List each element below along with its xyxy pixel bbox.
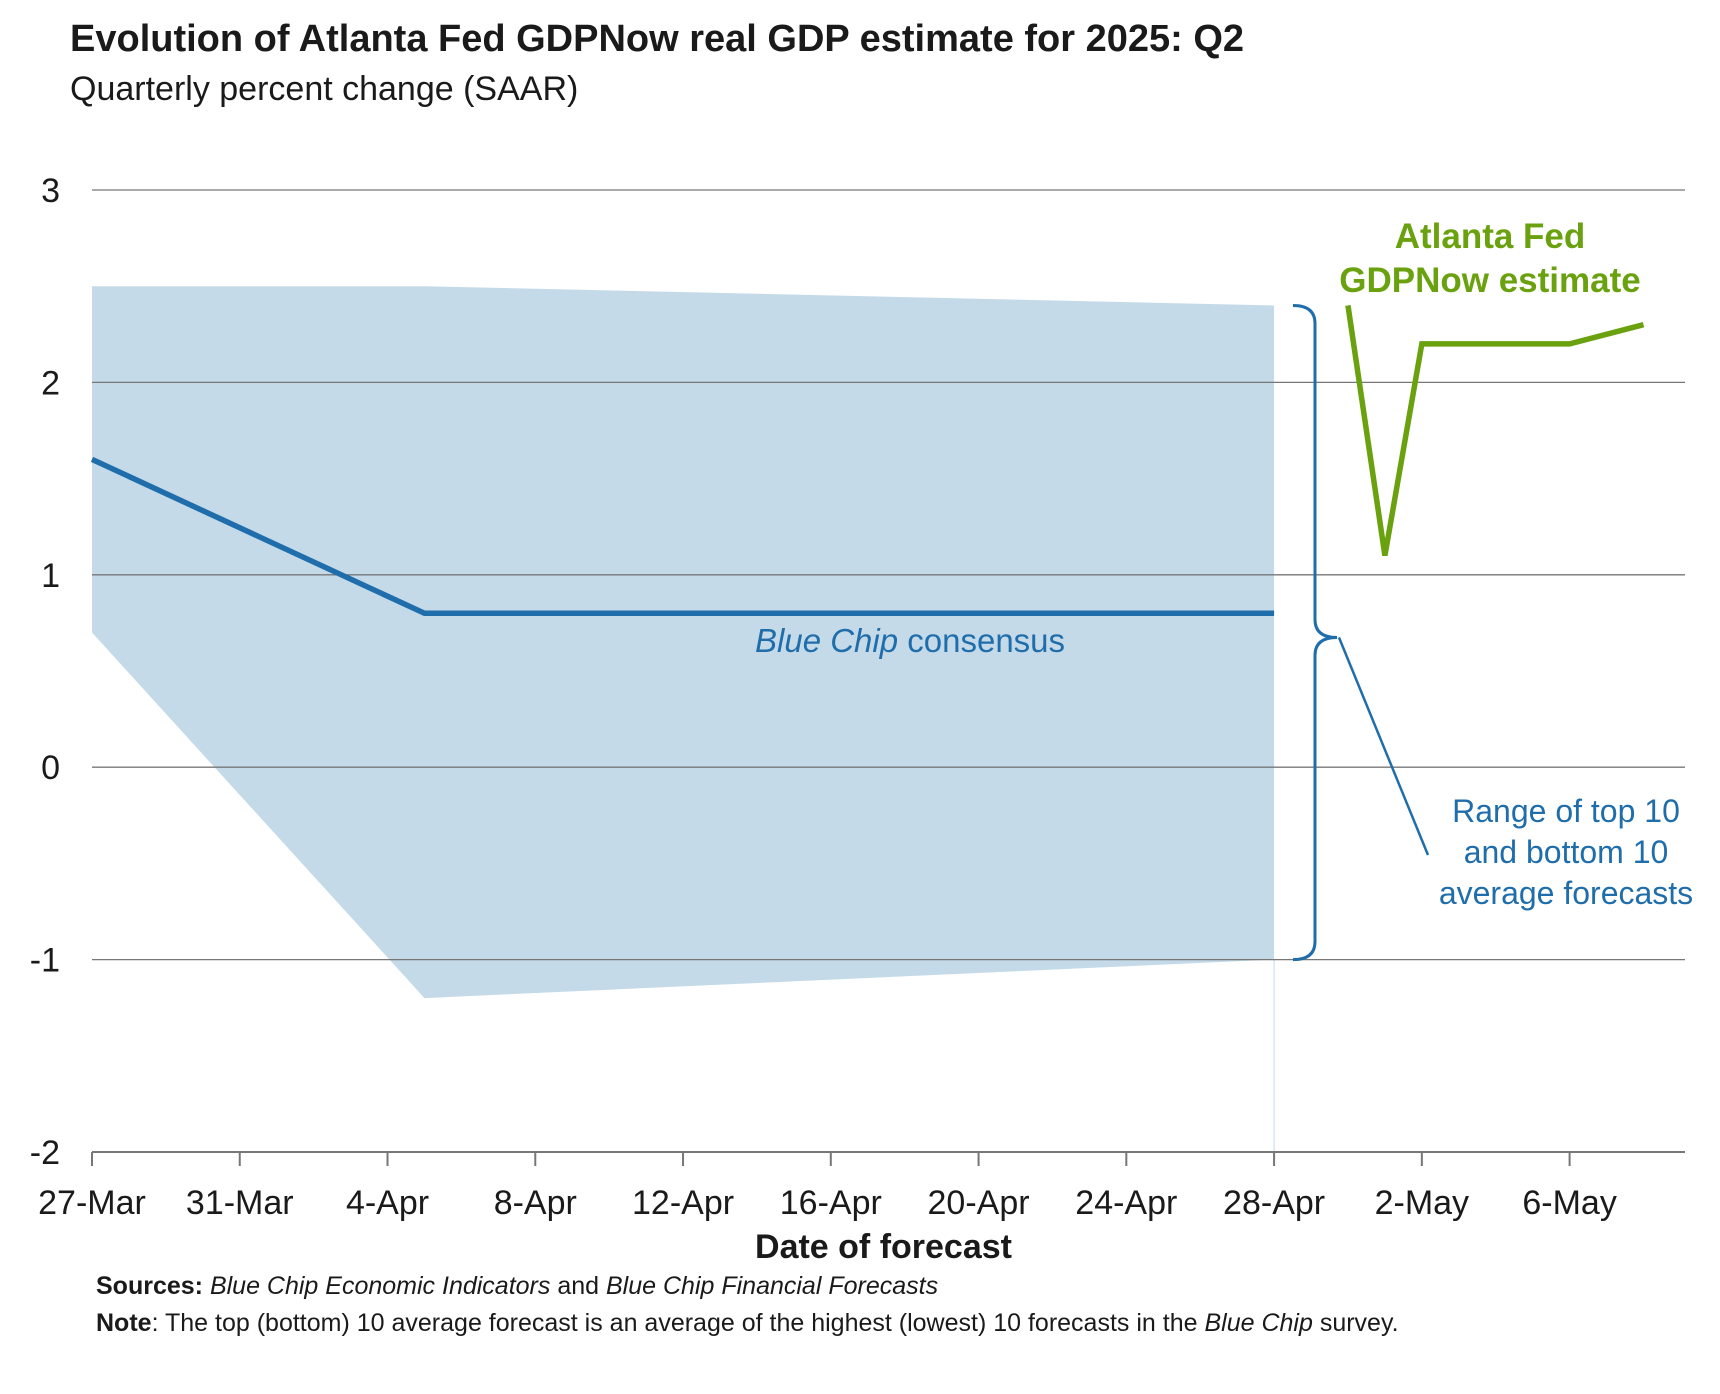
y-tick-label: 0	[41, 749, 60, 787]
y-tick-label: 1	[41, 557, 60, 595]
x-tick-label: 12-Apr	[632, 1184, 734, 1222]
chart-footer: Sources: Blue Chip Economic Indicators a…	[96, 1268, 1676, 1342]
range-leader-line	[1337, 637, 1430, 856]
y-tick-label: -2	[30, 1134, 60, 1172]
range-label-line3: average forecasts	[1439, 875, 1693, 911]
note-end: survey.	[1312, 1309, 1399, 1337]
y-tick-label: -1	[30, 942, 60, 980]
sources-text-1: Blue Chip Economic Indicators	[209, 1272, 551, 1300]
blue-chip-line	[90, 456, 1275, 617]
gdpnow-label-line2: GDPNow estimate	[1339, 261, 1640, 300]
gdpnow-label-line1: Atlanta Fed	[1395, 217, 1586, 256]
x-tick-label: 31-Mar	[186, 1184, 294, 1222]
sources-text-2: Blue Chip Financial Forecasts	[606, 1272, 939, 1300]
x-tick-label: 28-Apr	[1223, 1184, 1325, 1222]
y-tick-label: 3	[41, 172, 60, 210]
sources-label: Sources:	[96, 1272, 203, 1300]
y-tick-label: 2	[41, 364, 60, 402]
x-axis-title: Date of forecast	[755, 1228, 1012, 1260]
sources-and: and	[550, 1272, 606, 1300]
range-brace	[1292, 303, 1338, 962]
blue-chip-label: Blue Chip consensus	[755, 622, 1065, 659]
note-line: Note: The top (bottom) 10 average foreca…	[96, 1305, 1676, 1342]
x-tick-label: 20-Apr	[928, 1184, 1030, 1222]
chart-subtitle: Quarterly percent change (SAAR)	[70, 70, 579, 108]
chart-title: Evolution of Atlanta Fed GDPNow real GDP…	[70, 18, 1245, 60]
x-tick-label: 6-May	[1522, 1184, 1616, 1222]
gdpnow-line	[1345, 305, 1645, 557]
x-tick-label: 27-Mar	[38, 1184, 146, 1222]
note-text: : The top (bottom) 10 average forecast i…	[151, 1309, 1205, 1337]
x-tick-label: 24-Apr	[1075, 1184, 1177, 1222]
note-label: Note	[96, 1309, 152, 1337]
x-tick-label: 16-Apr	[780, 1184, 882, 1222]
range-label-line1: Range of top 10	[1452, 793, 1680, 829]
x-tick-label: 2-May	[1375, 1184, 1469, 1222]
note-italic: Blue Chip	[1204, 1309, 1313, 1337]
x-tick-label: 8-Apr	[494, 1184, 577, 1222]
range-band	[92, 286, 1275, 999]
x-tick-label: 4-Apr	[346, 1184, 429, 1222]
gdpnow-chart: 3 2 1 0 -1 -2 27-Mar 31-Mar 4-Apr 8-Apr 12-Apr 16-A…	[30, 172, 1693, 1260]
range-label-line2: and bottom 10	[1464, 834, 1669, 870]
sources-line: Sources: Blue Chip Economic Indicators a…	[96, 1268, 1676, 1305]
